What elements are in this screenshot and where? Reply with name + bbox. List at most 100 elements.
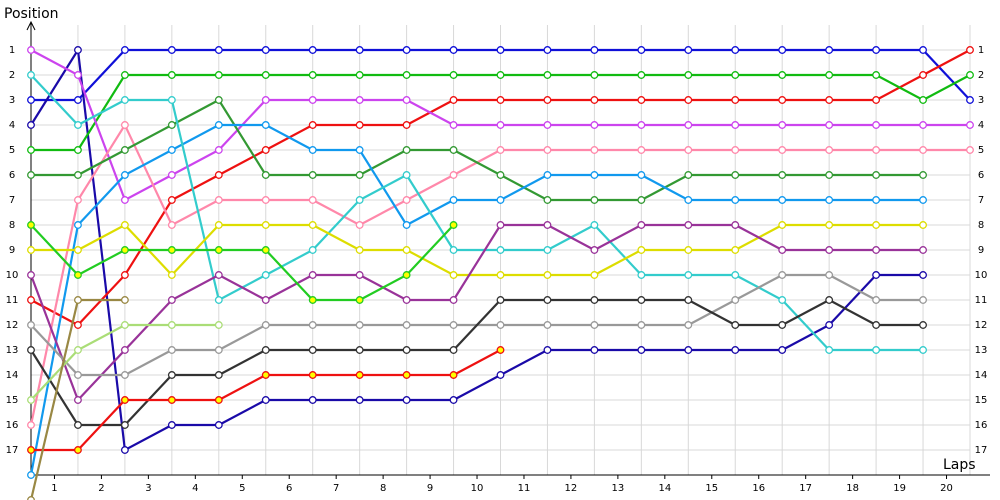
point (731, 121, 740, 129)
x-tick-label: 11 (518, 483, 531, 494)
point (402, 321, 411, 329)
point (27, 71, 35, 79)
point (73, 146, 82, 154)
point (214, 421, 223, 429)
point (919, 221, 927, 229)
y-tick-label-right: 6 (978, 170, 984, 181)
point (402, 71, 411, 79)
point (496, 146, 505, 154)
y-tick-label: 6 (9, 170, 15, 181)
point (261, 196, 270, 204)
point (355, 296, 364, 304)
point (543, 171, 552, 179)
point (27, 221, 35, 229)
point (120, 346, 129, 354)
point (308, 146, 317, 154)
point (73, 71, 82, 79)
point (308, 71, 317, 79)
point (637, 221, 646, 229)
y-tick-label-right: 17 (975, 445, 988, 456)
series-line (30, 46, 924, 452)
point (355, 46, 364, 54)
point (214, 296, 223, 304)
point (308, 196, 317, 204)
y-tick-label: 10 (6, 270, 19, 281)
point (73, 221, 82, 229)
point (355, 321, 364, 329)
y-tick-label: 8 (9, 220, 15, 231)
y-tick-label-right: 10 (975, 270, 988, 281)
point (778, 71, 787, 79)
point (308, 221, 317, 229)
point (590, 96, 599, 104)
series-line (31, 223, 924, 277)
point (919, 296, 927, 304)
x-tick-label: 20 (940, 483, 953, 494)
point (825, 196, 834, 204)
point (778, 46, 787, 54)
point (214, 271, 223, 279)
point (120, 246, 129, 254)
point (731, 146, 740, 154)
point (449, 296, 458, 304)
point (496, 271, 505, 279)
point (731, 346, 740, 354)
point (449, 96, 458, 104)
point (261, 121, 270, 129)
point (872, 96, 881, 104)
point (73, 46, 82, 54)
x-tick-label: 12 (565, 483, 578, 494)
point (449, 121, 458, 129)
point (214, 96, 223, 104)
point (261, 46, 270, 54)
y-tick-label: 9 (9, 245, 15, 256)
point (27, 96, 35, 104)
point (637, 296, 646, 304)
point (308, 171, 317, 179)
point (214, 196, 223, 204)
x-tick-label: 2 (98, 483, 104, 494)
x-tick-label: 6 (286, 483, 292, 494)
point (73, 296, 82, 304)
point (543, 121, 552, 129)
point (496, 321, 505, 329)
series-line (30, 298, 924, 427)
point (261, 396, 270, 404)
point (496, 171, 505, 179)
point (731, 296, 740, 304)
point (120, 371, 129, 379)
point (73, 96, 82, 104)
y-axis-arrow (26, 20, 36, 31)
point (449, 171, 458, 179)
point (261, 221, 270, 229)
y-tick-label: 13 (6, 345, 19, 356)
point (778, 96, 787, 104)
point (543, 46, 552, 54)
point (496, 371, 505, 379)
x-tick-label: 7 (333, 483, 339, 494)
point (449, 46, 458, 54)
point (590, 271, 599, 279)
point (167, 346, 176, 354)
point (684, 46, 693, 54)
point (27, 271, 35, 279)
point (919, 171, 927, 179)
point (731, 271, 740, 279)
point (590, 221, 599, 229)
x-tick-label: 5 (239, 483, 245, 494)
point (449, 221, 458, 229)
point (919, 246, 927, 254)
point (27, 471, 35, 479)
point (120, 146, 129, 154)
point (543, 346, 552, 354)
y-tick-label-right: 2 (978, 70, 984, 81)
y-tick-label-right: 1 (978, 45, 984, 56)
point (637, 196, 646, 204)
point (73, 121, 82, 129)
point (120, 271, 129, 279)
point (825, 321, 834, 329)
point (825, 146, 834, 154)
x-tick-label: 10 (471, 483, 484, 494)
point (825, 246, 834, 254)
x-tick-label: 15 (705, 483, 718, 494)
